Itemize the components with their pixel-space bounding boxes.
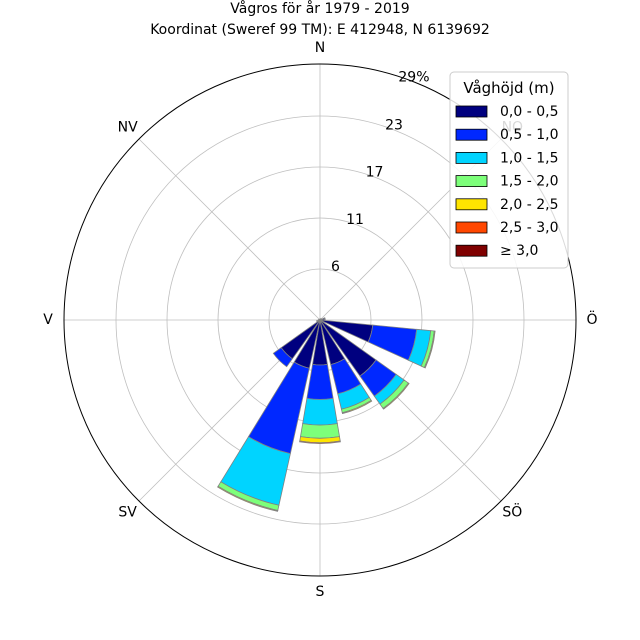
legend-swatch bbox=[455, 105, 488, 118]
bar-segment bbox=[382, 382, 410, 410]
ring-label: 11 bbox=[346, 212, 364, 228]
legend-swatch bbox=[455, 198, 488, 211]
bar-segment bbox=[272, 347, 293, 368]
direction-label-NV: NV bbox=[118, 120, 138, 136]
legend-label: ≥ 3,0 bbox=[500, 243, 538, 259]
bar-segment bbox=[217, 485, 279, 512]
ring-label: 6 bbox=[331, 259, 340, 275]
legend-label: 2,0 - 2,5 bbox=[500, 197, 558, 213]
direction-label-N: N bbox=[315, 40, 325, 56]
legend-swatch bbox=[455, 151, 488, 164]
legend-frame bbox=[449, 71, 569, 269]
bar-segment bbox=[300, 423, 340, 439]
legend: Våghöjd (m) 0,0 - 0,5 0,5 - 1,0 1,0 - 1,5 1… bbox=[449, 71, 569, 269]
legend-label: 1,5 - 2,0 bbox=[500, 174, 558, 190]
direction-label-Ö: Ö bbox=[586, 310, 597, 328]
direction-labels: NNOÖSÖSSVVNV bbox=[43, 40, 597, 600]
outer-ring bbox=[63, 63, 577, 577]
legend-swatch bbox=[455, 175, 488, 188]
direction-label-SÖ: SÖ bbox=[502, 502, 522, 520]
legend-label: 1,0 - 1,5 bbox=[500, 150, 558, 166]
legend-label: 0,0 - 0,5 bbox=[500, 104, 558, 120]
ring-label: 29% bbox=[398, 69, 429, 85]
direction-label-V: V bbox=[43, 312, 53, 328]
legend-swatch bbox=[455, 244, 488, 257]
legend-label: 2,5 - 3,0 bbox=[500, 220, 558, 236]
bar-segment bbox=[306, 363, 334, 400]
chart-title: Vågros för år 1979 - 2019 bbox=[230, 0, 409, 17]
ring-labels: 6 11 17 23 29% bbox=[331, 69, 429, 274]
grid-spoke bbox=[138, 138, 321, 321]
sector-bars bbox=[217, 317, 436, 512]
chart-subtitle: Koordinat (Sweref 99 TM): E 412948, N 61… bbox=[150, 22, 490, 38]
bar-segment bbox=[323, 317, 326, 321]
legend-swatch bbox=[455, 128, 488, 141]
ring-label: 23 bbox=[385, 118, 403, 134]
bar-segment bbox=[367, 324, 418, 361]
direction-label-SV: SV bbox=[118, 504, 137, 520]
legend-swatch bbox=[455, 221, 488, 234]
legend-label: 0,5 - 1,0 bbox=[500, 127, 558, 143]
legend-title: Våghöjd (m) bbox=[463, 79, 554, 97]
direction-label-S: S bbox=[316, 584, 325, 600]
polar-grid bbox=[63, 63, 577, 577]
bar-segment bbox=[341, 399, 373, 415]
bar-segment bbox=[299, 440, 341, 444]
bar-segment bbox=[319, 318, 322, 321]
bar-segment bbox=[302, 397, 338, 426]
ring-label: 17 bbox=[366, 165, 384, 181]
bar-segment bbox=[423, 330, 436, 369]
